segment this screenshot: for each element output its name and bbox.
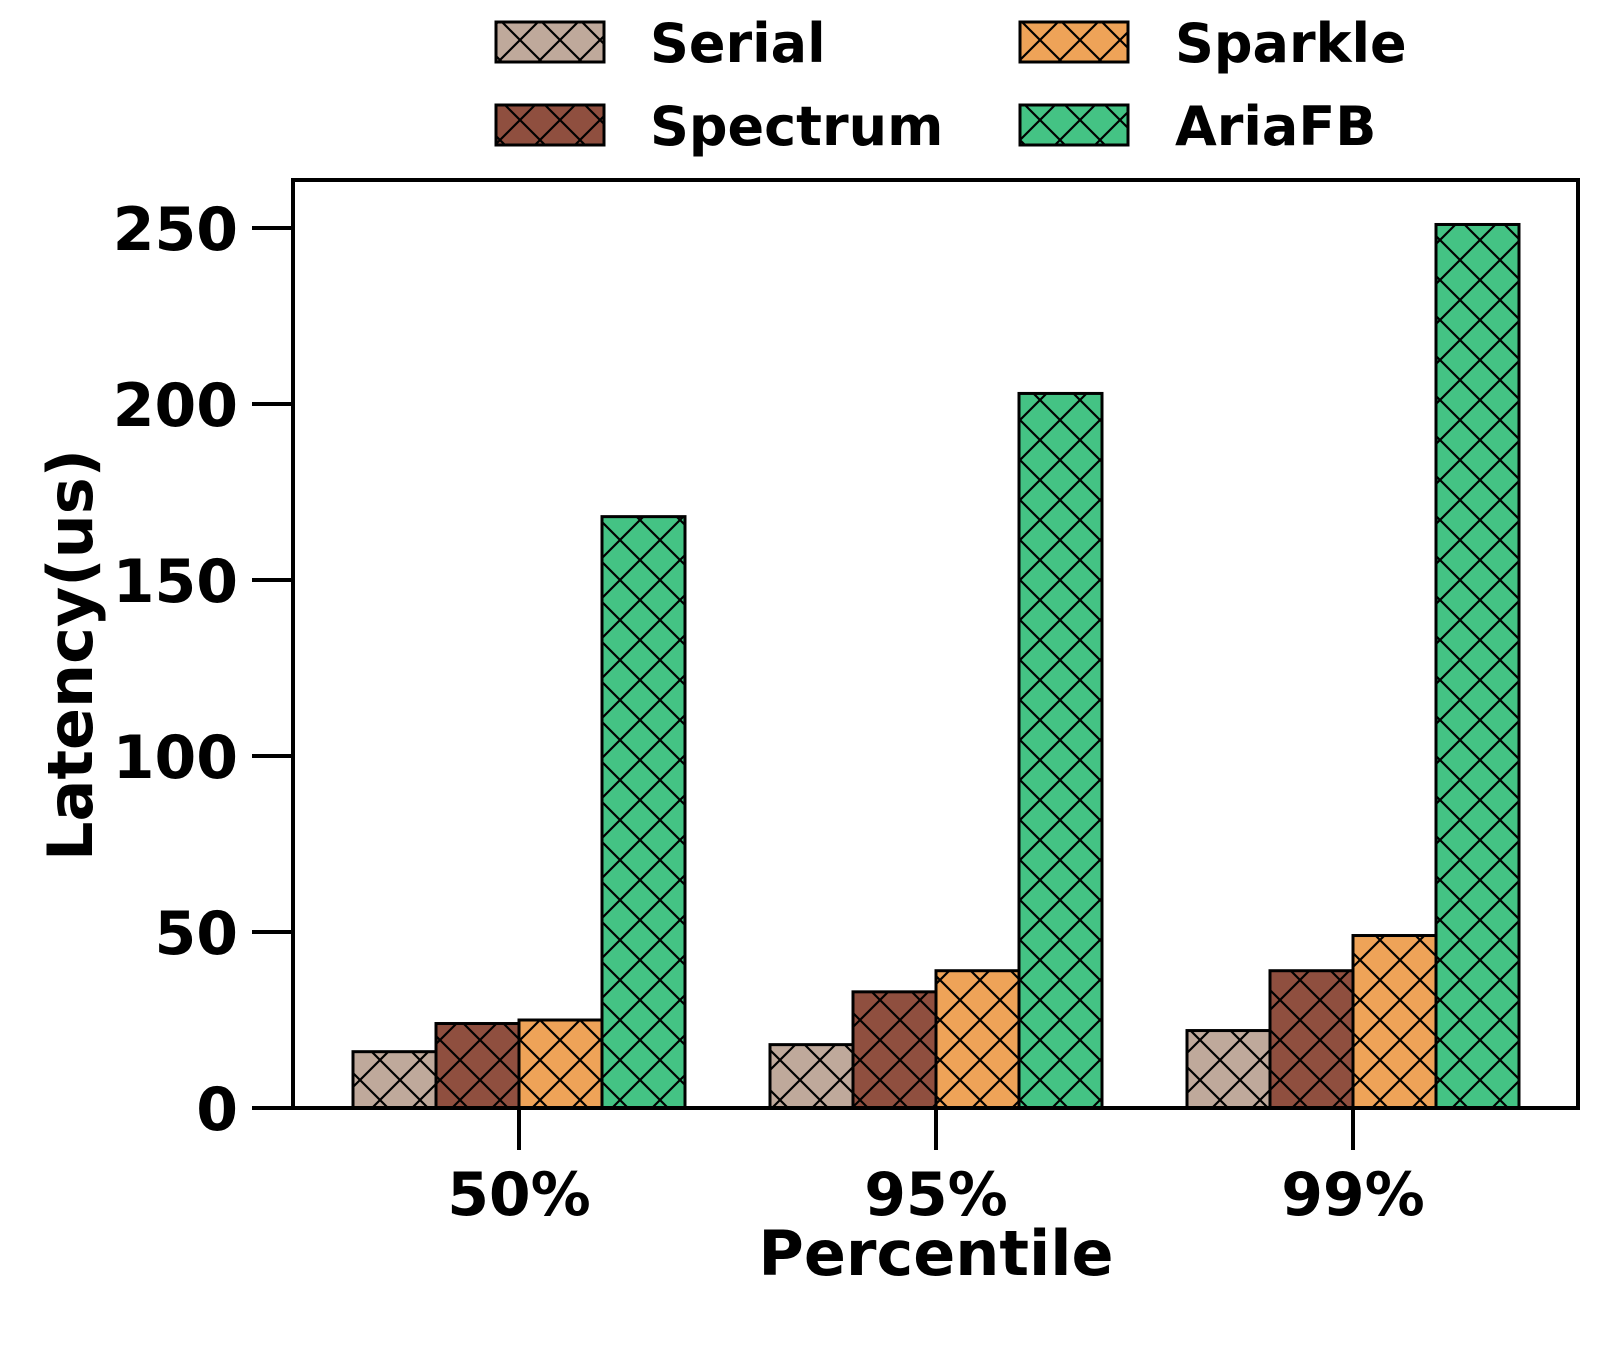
bar-spectrum-99pct-hatch [1268,969,1355,1110]
x-tick-label: 95% [864,1160,1008,1230]
bar-spectrum-95pct-hatch [851,990,938,1110]
x-tick-label: 50% [447,1160,591,1230]
legend-swatch-hatch-sparkle [1018,20,1130,64]
y-axis-label: Latency(us) [34,449,107,861]
bar-spectrum-50pct-hatch [434,1022,521,1110]
bars [351,222,1521,1110]
legend-swatch-hatch-ariafb [1018,103,1130,147]
bar-serial-95pct-hatch [768,1043,855,1110]
bar-serial-99pct-hatch [1185,1029,1272,1110]
bar-serial-50pct-hatch [351,1050,438,1110]
legend-label-sparkle: Sparkle [1175,12,1407,75]
y-axis: 0 50 100 150 200 250 [113,195,293,1145]
y-tick-label: 100 [113,723,238,793]
y-tick-label: 50 [155,899,239,969]
bar-sparkle-99pct-hatch [1351,934,1438,1110]
bar-sparkle-95pct-hatch [934,969,1021,1110]
x-axis: 50% 95% 99% [447,1108,1425,1230]
legend-swatch-hatch-serial [494,20,606,64]
bar-sparkle-50pct-hatch [517,1018,604,1110]
legend: Serial Spectrum Sparkle AriaFB [494,12,1407,158]
x-tick-label: 99% [1281,1160,1425,1230]
y-tick-label: 150 [113,547,238,617]
plot-frame [291,178,1580,1110]
y-tick-label: 250 [113,195,238,265]
legend-swatch-hatch-spectrum [494,103,606,147]
bar-ariafb-50pct-hatch [600,515,687,1110]
y-tick-label: 0 [196,1075,238,1145]
bar-ariafb-99pct-hatch [1434,222,1521,1110]
legend-label-spectrum: Spectrum [650,95,943,158]
legend-label-serial: Serial [650,12,826,75]
x-axis-label: Percentile [758,1217,1113,1290]
legend-label-ariafb: AriaFB [1175,95,1376,158]
bar-ariafb-95pct-hatch [1017,391,1104,1110]
y-tick-label: 200 [113,371,238,441]
